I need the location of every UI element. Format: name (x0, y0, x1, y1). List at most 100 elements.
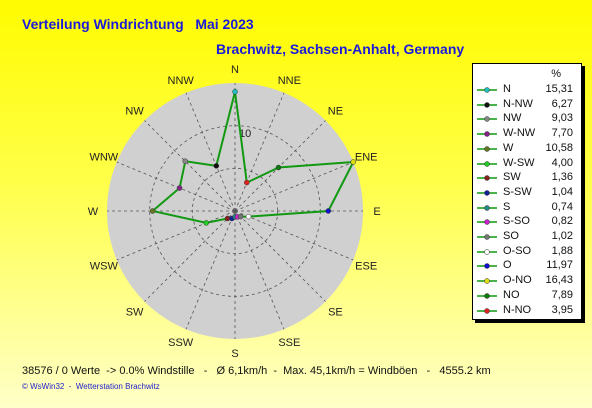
plot-area: N NNE NE ENE E ESE SE SSE S SSW SW WSW W WNW NW NNW 10 (88, 64, 381, 360)
chart-title: Verteilung Windrichtung Mai 2023 (22, 16, 254, 32)
legend-item: S-SO 0,82 (477, 215, 577, 230)
credit-line: © WsWin32 - Wetterstation Brachwitz (22, 382, 160, 391)
direction-label: NW (125, 106, 144, 118)
data-point (244, 179, 250, 186)
legend-header: % (551, 68, 561, 80)
legend-value: 16,43 (545, 274, 573, 287)
legend-label: W-NW (503, 127, 536, 140)
legend-symbol (477, 87, 497, 93)
legend-value: 3,95 (551, 303, 573, 316)
legend-item: N-NO 3,95 (477, 304, 577, 319)
direction-label: SE (328, 306, 343, 318)
legend: % N 15,31 N-NW 6,27 NW 9,03 W-NW 7,70 W 10,58 W-SW… (472, 63, 582, 320)
legend-item: S-SW 1,04 (477, 186, 577, 201)
legend-value: 7,70 (551, 127, 573, 140)
direction-label: E (373, 206, 380, 218)
direction-label: SSW (168, 337, 194, 349)
legend-label: S (503, 200, 511, 213)
legend-symbol (477, 190, 497, 196)
legend-symbol (477, 248, 497, 255)
legend-label: SW (503, 171, 521, 184)
legend-item: O-SO 1,88 (477, 245, 577, 260)
data-point (213, 163, 220, 169)
data-point (232, 88, 238, 95)
data-point (325, 208, 332, 214)
legend-label: W-SW (503, 156, 535, 169)
data-point (182, 158, 189, 165)
legend-value: 0,74 (551, 200, 573, 213)
legend-item: W-NW 7,70 (477, 127, 577, 142)
legend-symbol (477, 219, 497, 226)
direction-label: NNW (168, 75, 195, 87)
legend-symbol (477, 131, 497, 137)
legend-value: 1,36 (551, 171, 573, 184)
ring-tick-label: 10 (239, 128, 251, 140)
legend-value: 4,00 (551, 156, 573, 169)
legend-item: NW 9,03 (477, 112, 577, 127)
data-point (237, 213, 244, 220)
legend-item: NO 7,89 (477, 289, 577, 304)
legend-label: S-SO (503, 215, 530, 228)
legend-symbol (477, 234, 497, 240)
legend-item: N 15,31 (477, 83, 577, 98)
legend-item: SW 1,36 (477, 171, 577, 186)
legend-value: 1,04 (551, 185, 573, 198)
legend-label: O (503, 259, 512, 272)
data-point (350, 159, 357, 165)
data-point (203, 220, 209, 226)
direction-label: ENE (355, 152, 378, 164)
legend-value: 7,89 (551, 288, 573, 301)
legend-label: O-NO (503, 274, 532, 287)
legend-value: 1,02 (551, 230, 573, 242)
legend-value: 11,97 (546, 259, 573, 272)
data-point (275, 164, 282, 171)
legend-label: NO (503, 288, 520, 301)
direction-label: NE (328, 106, 343, 118)
legend-item: O 11,97 (477, 259, 577, 274)
footer-stats: 38576 / 0 Werte -> 0.0% Windstille - Ø 6… (22, 365, 491, 377)
legend-symbol (477, 263, 497, 270)
direction-label: SSE (278, 337, 300, 349)
legend-value: 15,31 (545, 83, 573, 95)
direction-label: S (231, 348, 238, 360)
data-point (176, 185, 183, 191)
data-point (149, 208, 156, 214)
legend-label: S-SW (503, 185, 532, 198)
legend-label: N-NW (503, 97, 533, 110)
legend-symbol (477, 278, 497, 284)
legend-label: N-NO (503, 303, 532, 316)
legend-value: 10,58 (545, 141, 573, 154)
direction-label: WNW (89, 152, 118, 164)
direction-label: ESE (355, 260, 377, 272)
legend-label: N (503, 83, 511, 95)
legend-symbol (477, 175, 497, 181)
legend-symbol (477, 116, 497, 123)
legend-item: SO 1,02 (477, 230, 577, 245)
legend-symbol (477, 307, 497, 314)
direction-label: N (231, 64, 239, 76)
legend-label: W (503, 141, 514, 154)
legend-item: W 10,58 (477, 142, 577, 157)
legend-item: N-NW 6,27 (477, 98, 577, 113)
legend-symbol (477, 204, 497, 211)
legend-label: O-SO (503, 244, 532, 257)
direction-label: WSW (90, 260, 119, 272)
direction-label: W (88, 206, 99, 218)
legend-item: S 0,74 (477, 201, 577, 216)
legend-symbol (477, 146, 497, 152)
direction-label: NNE (278, 75, 301, 87)
chart-subtitle: Brachwitz, Sachsen-Anhalt, Germany (216, 41, 465, 57)
legend-label: NW (503, 112, 522, 125)
legend-value: 1,88 (551, 244, 573, 257)
legend-symbol (477, 293, 497, 299)
data-point (245, 213, 252, 220)
legend-value: 9,03 (551, 112, 573, 125)
legend-label: SO (503, 230, 519, 242)
legend-value: 0,82 (551, 215, 573, 228)
legend-symbol (477, 101, 497, 108)
legend-value: 6,27 (551, 97, 573, 110)
legend-symbol (477, 160, 497, 167)
legend-item: W-SW 4,00 (477, 157, 577, 172)
